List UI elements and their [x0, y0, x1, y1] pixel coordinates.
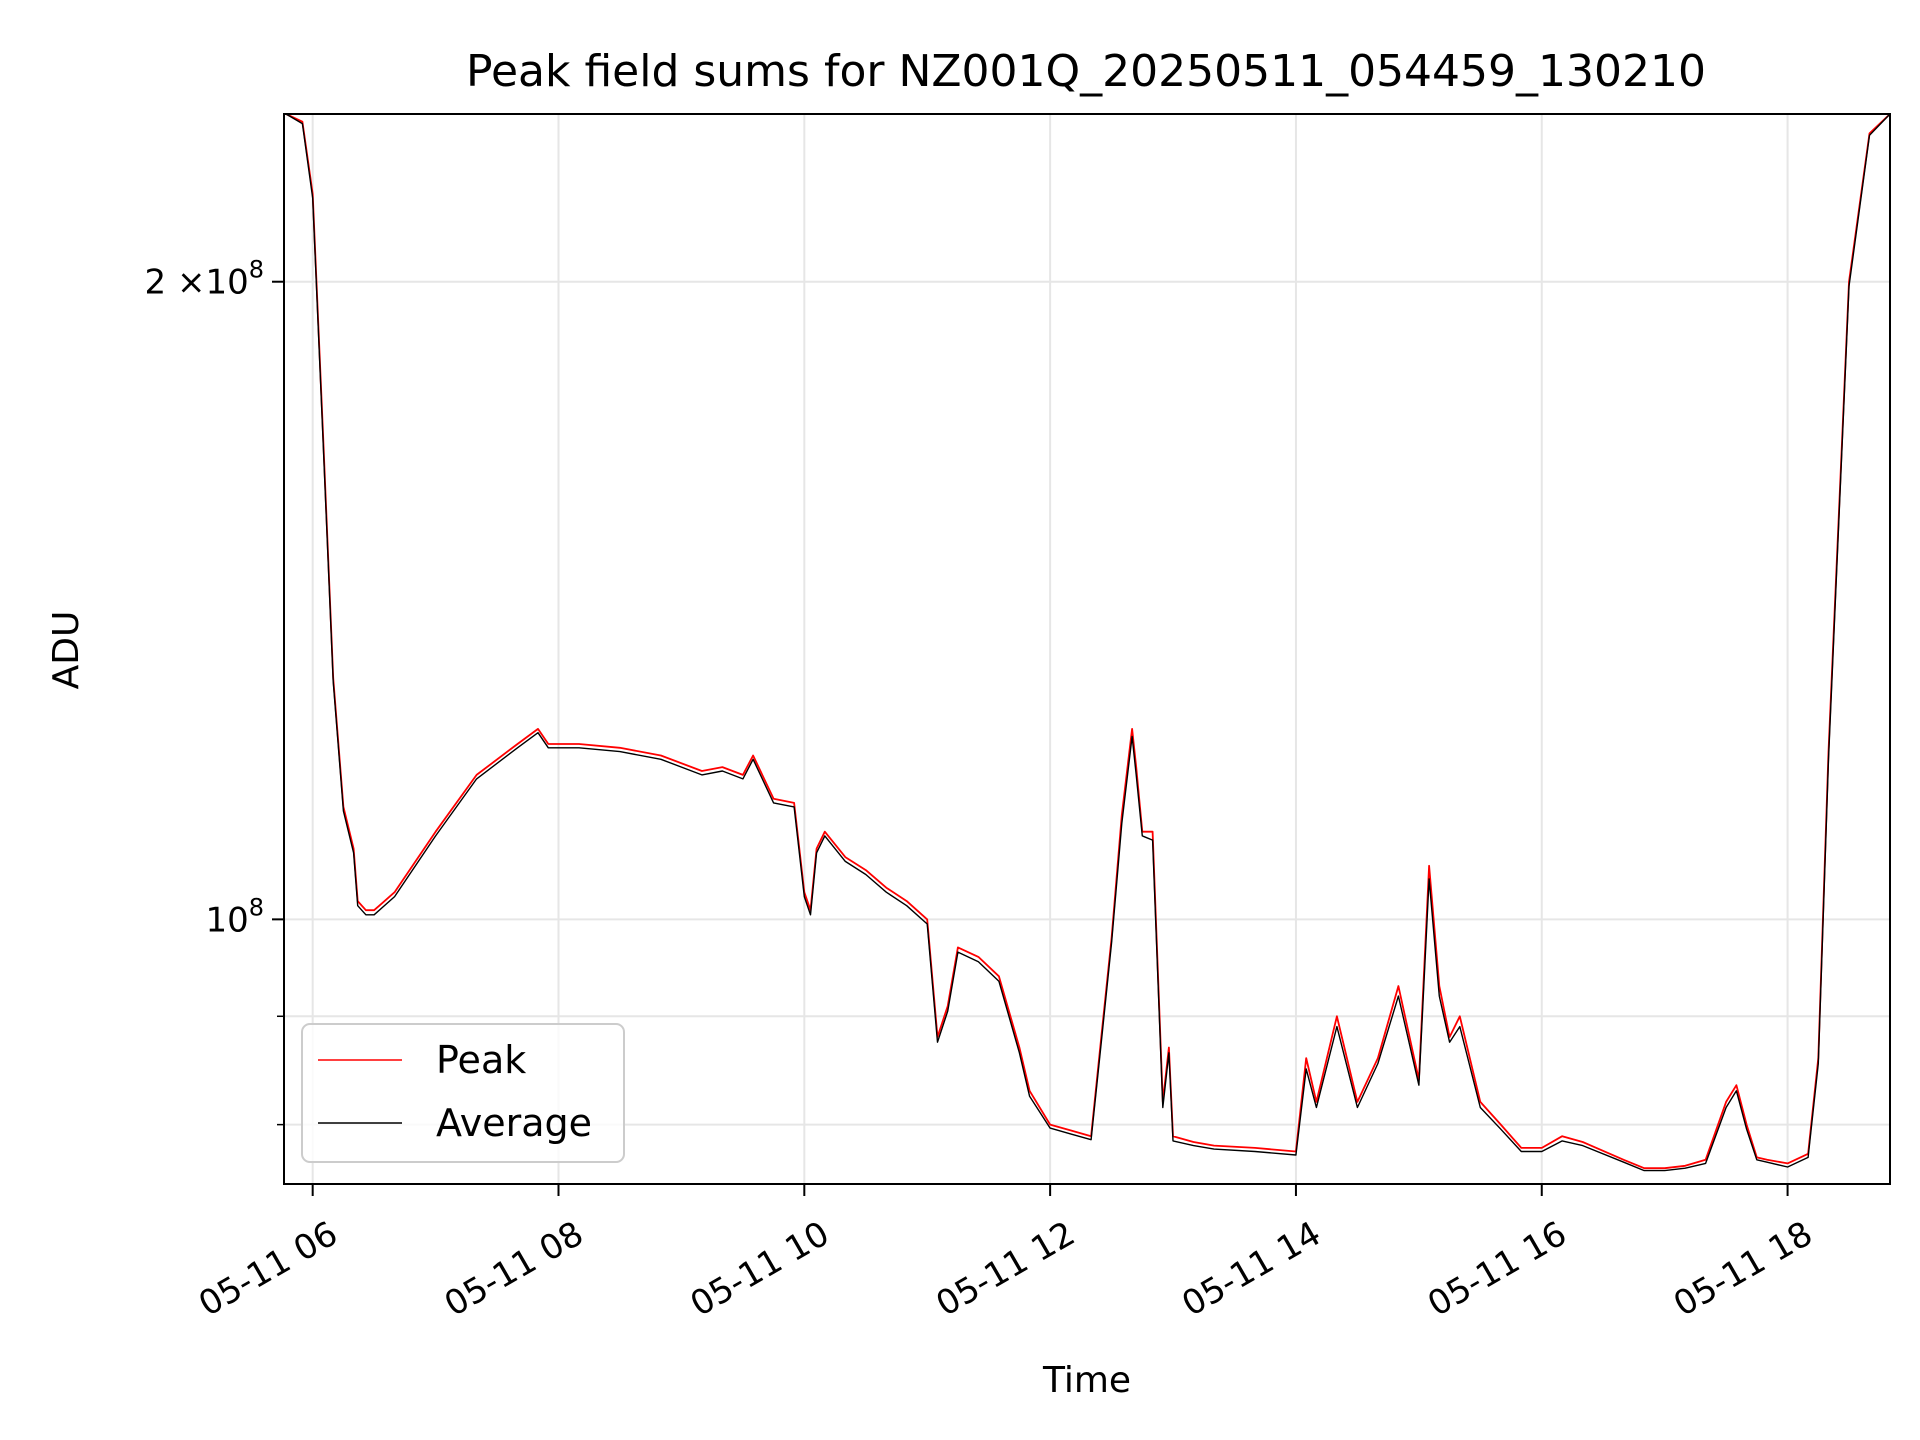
series-line-average	[285, 113, 1891, 1172]
y-axis-label: ADU	[46, 611, 87, 690]
legend-label-average: Average	[436, 1101, 592, 1145]
series-group	[285, 113, 1891, 1172]
plot-area-frame	[283, 113, 1891, 1185]
x-axis-label: Time	[1042, 1360, 1131, 1401]
legend-box	[301, 1023, 625, 1163]
y-tick-label: 2 ×108	[145, 256, 264, 303]
y-tick-label: 108	[205, 893, 264, 940]
legend-label-peak: Peak	[436, 1038, 526, 1082]
legend: Peak Average	[301, 1023, 625, 1163]
chart-title: Peak field sums for NZ001Q_20250511_0544…	[466, 46, 1706, 97]
y-axis-ticks: 2 ×108 108	[145, 256, 284, 1126]
